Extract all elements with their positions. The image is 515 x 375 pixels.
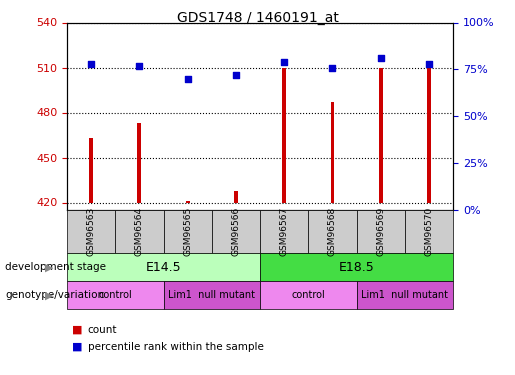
Text: GSM96566: GSM96566 [231, 207, 241, 256]
Point [135, 63, 144, 69]
Text: Lim1  null mutant: Lim1 null mutant [362, 290, 449, 300]
Text: GSM96567: GSM96567 [280, 207, 289, 256]
Text: control: control [291, 290, 325, 300]
Text: ■: ■ [72, 325, 82, 335]
Text: GSM96568: GSM96568 [328, 207, 337, 256]
Point [87, 61, 95, 67]
Text: ▶: ▶ [45, 262, 53, 272]
Text: GSM96563: GSM96563 [87, 207, 96, 256]
Text: GSM96569: GSM96569 [376, 207, 385, 256]
Text: GSM96564: GSM96564 [135, 207, 144, 256]
Text: count: count [88, 325, 117, 335]
Text: GSM96565: GSM96565 [183, 207, 192, 256]
Text: ▶: ▶ [45, 290, 53, 300]
Bar [282, 68, 286, 203]
Bar [138, 123, 141, 202]
Text: ■: ■ [72, 342, 82, 352]
Text: Lim1  null mutant: Lim1 null mutant [168, 290, 255, 300]
Point [183, 76, 192, 82]
Bar [234, 190, 238, 202]
Bar [427, 68, 431, 203]
Text: development stage: development stage [5, 262, 106, 272]
Text: control: control [98, 290, 132, 300]
Point [232, 72, 240, 78]
Text: GDS1748 / 1460191_at: GDS1748 / 1460191_at [177, 11, 338, 25]
Text: genotype/variation: genotype/variation [5, 290, 104, 300]
Bar [89, 138, 93, 202]
Text: percentile rank within the sample: percentile rank within the sample [88, 342, 264, 352]
Point [280, 59, 288, 65]
Point [425, 61, 433, 67]
Text: E18.5: E18.5 [339, 261, 374, 274]
Bar [379, 68, 383, 203]
Text: E14.5: E14.5 [146, 261, 181, 274]
Point [376, 55, 385, 61]
Bar [331, 102, 334, 202]
Text: GSM96570: GSM96570 [424, 207, 434, 256]
Bar [186, 201, 190, 202]
Point [329, 64, 337, 70]
